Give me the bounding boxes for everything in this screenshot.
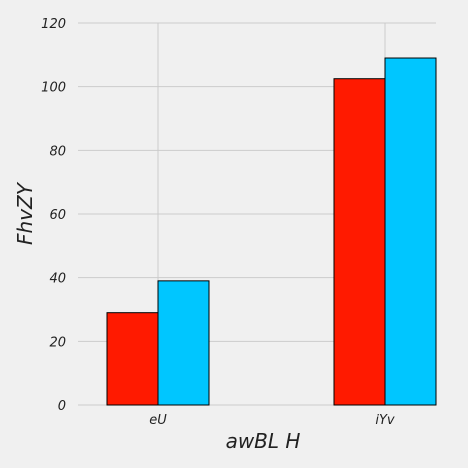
bars <box>106 57 437 406</box>
y-tick-label: 40 <box>49 272 66 287</box>
tick-labels: 0 20 40 60 80 100 120 eU iYv <box>41 17 395 428</box>
bar-series-1-iYv <box>333 78 386 406</box>
y-tick-label: 80 <box>49 144 66 159</box>
x-axis-title: awBL H <box>226 429 301 453</box>
y-tick-label: 60 <box>49 208 66 223</box>
y-tick-label: 120 <box>41 17 66 32</box>
y-axis-title: FhvZY <box>13 181 37 245</box>
bar-series-2-iYv <box>384 57 437 406</box>
bar-series-1-eU <box>106 312 159 406</box>
x-tick-label: eU <box>149 413 167 428</box>
y-tick-label: 100 <box>41 81 66 96</box>
x-tick-label: iYv <box>375 413 395 428</box>
y-tick-label: 0 <box>58 399 66 414</box>
bar-series-2-eU <box>157 280 210 406</box>
y-tick-label: 20 <box>49 335 66 350</box>
